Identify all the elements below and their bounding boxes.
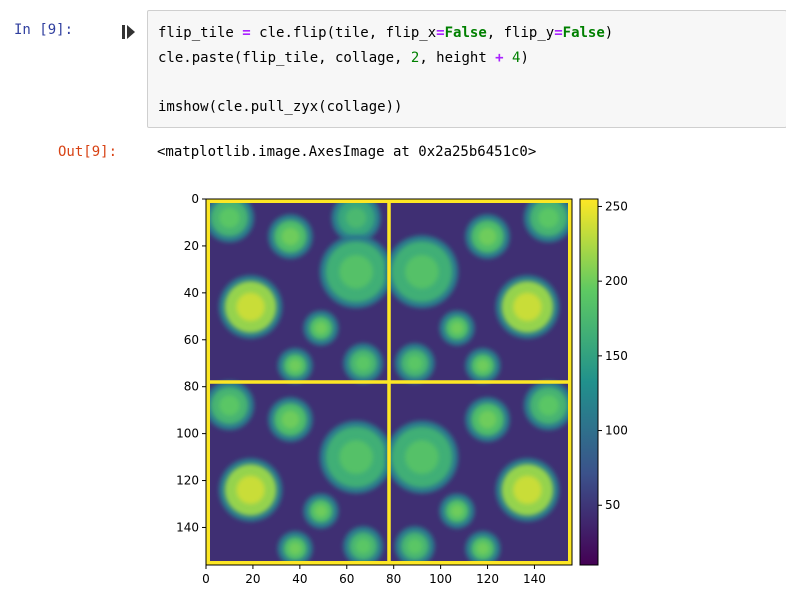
blob-core: [405, 440, 439, 474]
y-tick-label: 60: [184, 333, 199, 347]
blob-core: [288, 359, 302, 373]
blob-core: [538, 395, 559, 416]
code-token: False: [444, 25, 487, 41]
blob-core: [476, 542, 490, 556]
x-tick-label: 60: [339, 572, 354, 586]
output-prompt: Out[9]:: [58, 144, 118, 160]
blob-core: [281, 410, 300, 429]
colorbar-tick-label: 250: [605, 199, 628, 213]
code-token: imshow(cle.pull_zyx(collage)): [158, 98, 403, 115]
blob-core: [219, 207, 240, 229]
blob-core: [405, 254, 439, 289]
code-token: , flip_y: [486, 25, 555, 41]
code-line: imshow(cle.pull_zyx(collage)): [158, 95, 613, 120]
y-tick-label: 140: [176, 520, 199, 534]
blob-core: [355, 538, 371, 554]
code-token: =: [242, 25, 251, 41]
y-tick-label: 100: [176, 427, 199, 441]
input-prompt: In [9]:: [14, 22, 74, 38]
blob-core: [345, 207, 367, 229]
x-tick-label: 120: [476, 572, 499, 586]
axes-frame: [205, 198, 573, 566]
blob-core: [513, 292, 542, 322]
y-tick-label: 80: [184, 380, 199, 394]
blob-core: [236, 475, 265, 505]
heatmap-image: [206, 199, 572, 565]
code-token: flip_tile: [158, 25, 243, 41]
imshow-plot: 0 20 40 60 80 100 120 140 0 20 40 60 80 100 120 140 50 10…: [176, 192, 628, 586]
colorbar-tick-label: 100: [605, 424, 628, 438]
tile-separator-horizontal: [206, 380, 572, 384]
output-text: <matplotlib.image.AxesImage at 0x2a25b64…: [157, 144, 537, 160]
step-run-icon[interactable]: [122, 24, 136, 40]
blob-core: [339, 254, 373, 289]
code-line: flip_tile = cle.flip(tile, flip_x=False,…: [158, 21, 613, 46]
y-tick-label: 20: [184, 239, 199, 253]
code-token: False: [562, 25, 605, 41]
blob-core: [513, 475, 542, 505]
blob-core: [288, 542, 302, 556]
code-token: ): [604, 25, 614, 41]
code-token: , height: [419, 49, 496, 66]
blob-core: [339, 440, 373, 474]
code-token: =: [554, 25, 563, 41]
code-token: cle.paste(flip_tile, collage,: [158, 49, 411, 66]
code-editor[interactable]: flip_tile = cle.flip(tile, flip_x=False,…: [158, 21, 613, 119]
blob-core: [314, 504, 328, 518]
blob-core: [407, 355, 423, 371]
colorbar-tick-label: 200: [605, 274, 628, 288]
blob-core: [236, 292, 265, 322]
y-tick-label: 0: [191, 192, 199, 206]
code-token: =: [436, 25, 445, 41]
code-token: ): [520, 49, 529, 66]
x-tick-label: 140: [523, 572, 546, 586]
blob-core: [355, 355, 371, 371]
colorbar-tick-label: 50: [605, 498, 620, 512]
code-line: [158, 70, 613, 95]
y-tick-label: 40: [184, 286, 199, 300]
colorbar-tick-label: 150: [605, 349, 628, 363]
x-tick-label: 0: [202, 572, 210, 586]
x-tick-label: 40: [292, 572, 307, 586]
y-tick-label: 120: [176, 474, 199, 488]
x-tick-label: 100: [429, 572, 452, 586]
code-line: cle.paste(flip_tile, collage, 2, height …: [158, 46, 613, 71]
code-cell-input[interactable]: flip_tile = cle.flip(tile, flip_x=False,…: [147, 10, 786, 128]
blob-core: [281, 227, 300, 246]
colorbar: [579, 198, 599, 566]
blob-core: [538, 207, 559, 229]
code-token: +: [495, 49, 504, 66]
collage-border: [206, 199, 572, 565]
blob-core: [476, 359, 490, 373]
blob-core: [407, 538, 423, 554]
code-token: [504, 50, 512, 66]
blob-core: [450, 504, 464, 518]
blob-core: [314, 321, 328, 335]
code-token: cle.flip(tile, flip_x: [250, 25, 437, 41]
x-tick-label: 80: [386, 572, 401, 586]
blob-core: [478, 410, 497, 429]
code-token: 4: [512, 49, 521, 66]
blob-core: [450, 321, 464, 335]
x-tick-label: 20: [245, 572, 260, 586]
code-token: 2: [410, 49, 420, 66]
blob-core: [478, 227, 497, 246]
blob-core: [219, 395, 240, 416]
